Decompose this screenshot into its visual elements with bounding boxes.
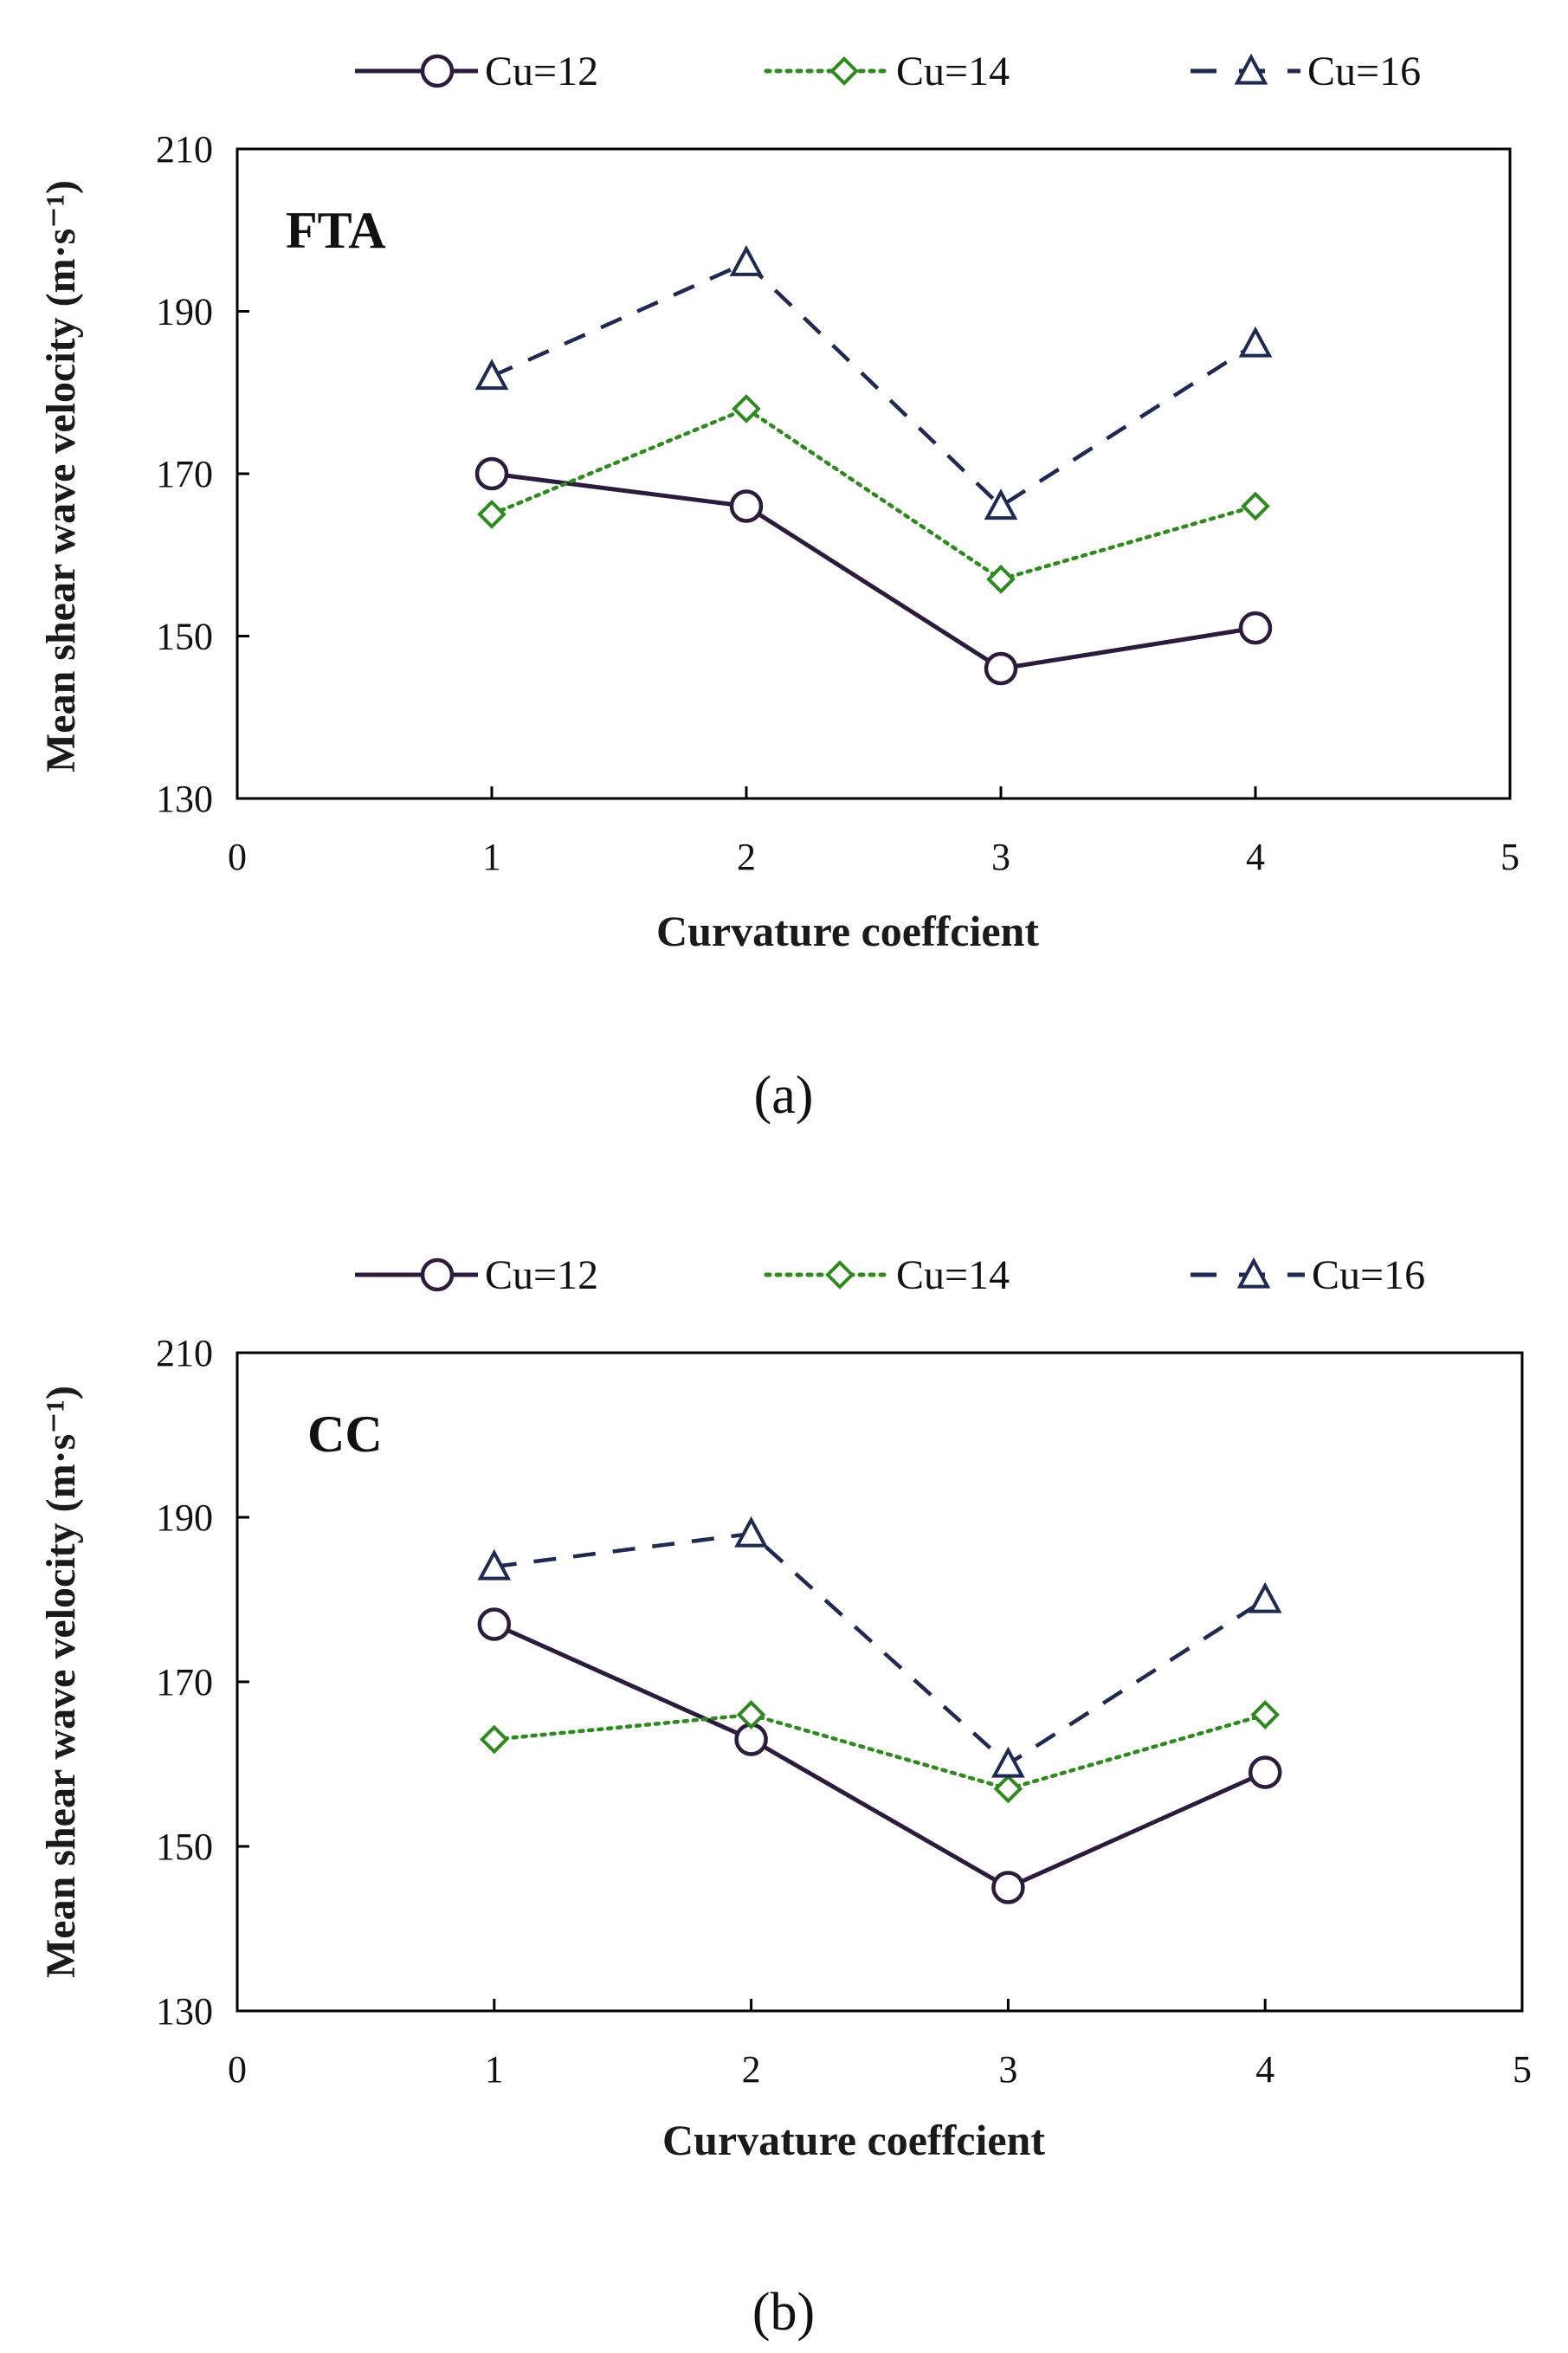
data-point [1241, 491, 1270, 521]
series-cu-12 [477, 1607, 1282, 1904]
legend-label: Cu=16 [1312, 1252, 1425, 1298]
x-tick-label: 3 [998, 2048, 1017, 2091]
legend-marker [829, 56, 859, 86]
legend-label: Cu=14 [896, 1252, 1010, 1298]
legend-marker [420, 54, 455, 88]
x-tick-label: 1 [485, 2048, 504, 2091]
data-point [474, 456, 509, 491]
data-point [986, 565, 1016, 594]
panel-label: (a) [754, 1066, 814, 1125]
panel-label: (b) [752, 2283, 815, 2342]
y-tick-label: 170 [156, 453, 213, 495]
y-tick-label: 190 [156, 1496, 213, 1539]
data-point [993, 1774, 1023, 1804]
x-tick-label: 1 [482, 836, 501, 878]
legend-label: Cu=12 [485, 48, 598, 94]
series-cu-14 [477, 394, 1270, 594]
series-cu-16 [474, 245, 1273, 520]
legend-marker [825, 1260, 855, 1290]
series-line [491, 260, 1257, 509]
data-point [734, 1516, 768, 1548]
x-axis-title: Curvature coeffcient [662, 2116, 1045, 2164]
x-tick-label: 2 [737, 836, 756, 878]
data-point [732, 394, 761, 423]
data-point [1238, 326, 1273, 358]
x-tick-label: 5 [1513, 2048, 1532, 2091]
y-tick-label: 190 [156, 291, 213, 333]
y-tick-label: 170 [156, 1661, 213, 1703]
x-tick-label: 4 [1246, 836, 1265, 878]
inset-label: FTA [286, 202, 386, 259]
data-point [477, 500, 507, 529]
x-tick-label: 0 [228, 2048, 247, 2091]
legend-label: Cu=12 [485, 1252, 598, 1298]
data-point [479, 1724, 509, 1755]
y-axis-title: Mean shear wave velocity (m·s⁻¹) [38, 180, 84, 772]
data-point [477, 1607, 512, 1641]
series-cu-14 [479, 1700, 1281, 1804]
plot-frame [236, 147, 1512, 800]
data-point [477, 1548, 512, 1581]
y-axis-title: Mean shear wave velocity (m·s⁻¹) [38, 1386, 84, 1978]
panel-b: 130 150 170 190 210 0 1 2 3 4 5 Curvature coeffcien… [38, 1252, 1532, 2342]
series-line [489, 406, 1258, 582]
legend-item: Cu=12 [355, 48, 598, 94]
series-line [491, 471, 1256, 671]
y-tick-label: 150 [156, 616, 213, 658]
y-tick-label: 130 [156, 1990, 213, 2033]
panel-a: 130 150 170 190 210 0 1 2 3 4 5 Curvature coeffcien… [38, 48, 1520, 1125]
data-point [984, 651, 1018, 686]
series-line [493, 1622, 1267, 1891]
legend-marker [1234, 53, 1268, 85]
y-tick-label: 150 [156, 1826, 213, 1868]
data-point [729, 489, 764, 523]
legend-item: Cu=14 [764, 1252, 1010, 1298]
x-axis-title: Curvature coeffcient [656, 907, 1039, 955]
y-tick-label: 210 [156, 128, 213, 171]
data-point [991, 1871, 1025, 1904]
data-point [1238, 611, 1273, 645]
legend-marker [1236, 1257, 1271, 1289]
data-point [991, 1746, 1025, 1778]
data-point [1250, 1700, 1281, 1729]
legend-label: Cu=16 [1307, 48, 1421, 94]
series-cu-12 [474, 456, 1273, 686]
data-point [984, 488, 1018, 520]
legend-item: Cu=16 [1191, 48, 1421, 94]
data-point [1248, 1581, 1282, 1613]
series-cu-16 [477, 1516, 1282, 1778]
legend-item: Cu=16 [1191, 1252, 1425, 1298]
x-tick-label: 0 [228, 836, 247, 878]
y-tick-label: 130 [156, 778, 213, 820]
series-line [494, 1531, 1267, 1767]
data-point [474, 359, 509, 391]
legend-item: Cu=14 [764, 48, 1010, 94]
y-tick-label: 210 [156, 1332, 213, 1374]
legend-marker [420, 1257, 455, 1292]
legend-label: Cu=14 [896, 48, 1010, 94]
data-point [1248, 1755, 1282, 1789]
plot-frame [236, 1351, 1524, 2013]
data-point [736, 1700, 766, 1729]
data-point [729, 245, 764, 276]
inset-label: CC [307, 1406, 383, 1463]
x-tick-label: 3 [991, 836, 1010, 878]
x-tick-label: 2 [742, 2048, 761, 2091]
x-tick-label: 5 [1500, 836, 1520, 878]
series-line [492, 1712, 1268, 1791]
x-tick-label: 4 [1255, 2048, 1274, 2091]
legend-item: Cu=12 [355, 1252, 598, 1298]
